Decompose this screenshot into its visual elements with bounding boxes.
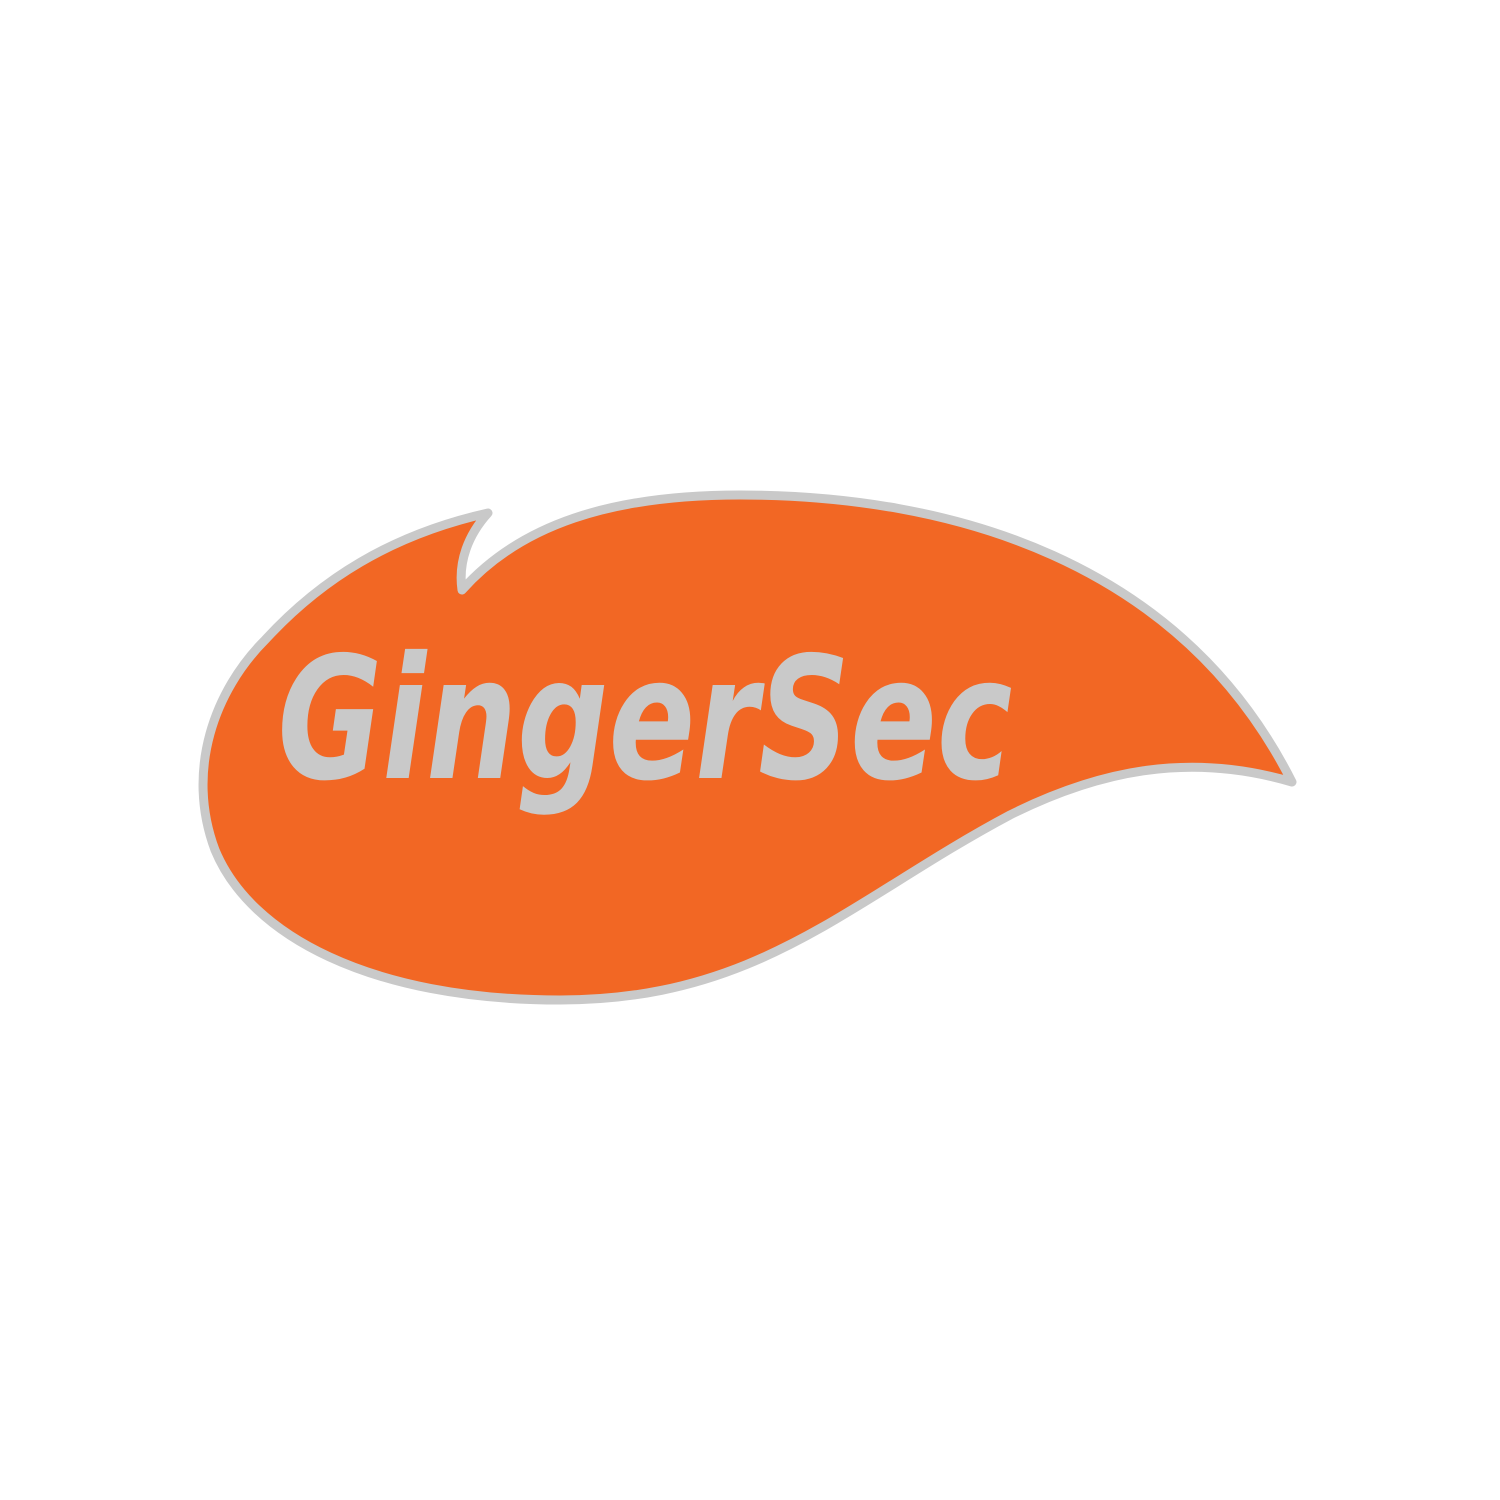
wordmark-text: GingerSec [278,621,1013,819]
flame-shape [198,490,1297,1005]
